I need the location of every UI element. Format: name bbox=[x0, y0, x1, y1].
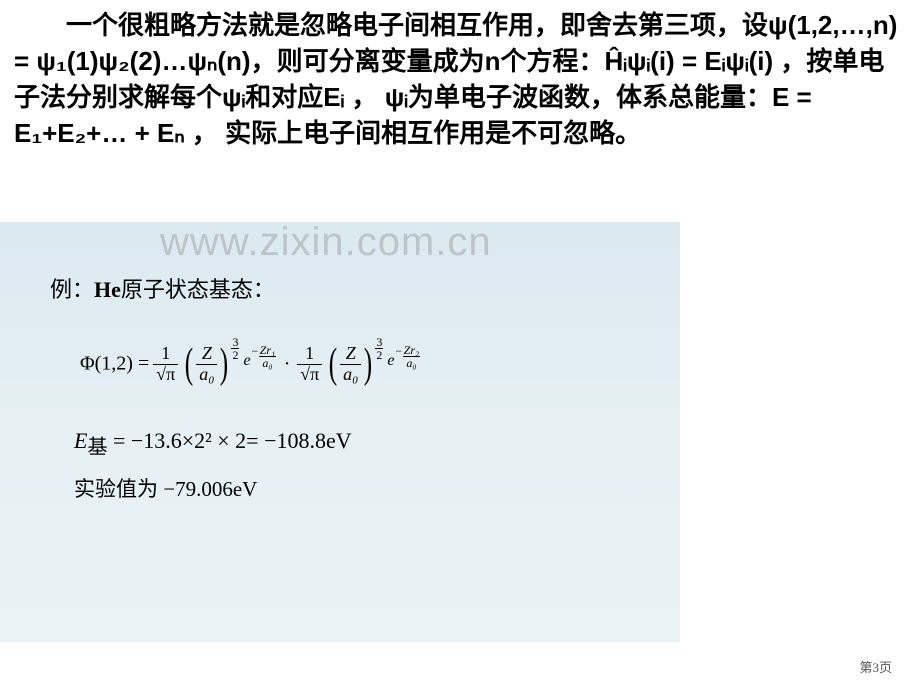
rparen-2: ) bbox=[364, 340, 372, 388]
energy-line: E基 = −13.6×2² × 2= −108.8eV bbox=[74, 428, 650, 459]
example-panel: 例：He原子状态基态： Φ(1,2) = 1 √π ( Z a₀ )32 e−Z… bbox=[0, 222, 680, 642]
rparen-1: ) bbox=[220, 340, 228, 388]
he-symbol: He bbox=[94, 277, 121, 302]
lparen-1: ( bbox=[185, 340, 193, 388]
exp-text: 实验值为 bbox=[74, 477, 163, 501]
frac-1-sqrtpi-2: 1 √π bbox=[297, 344, 322, 385]
frac-z-a0-2: Z a₀ bbox=[340, 344, 361, 385]
frac-num: Z bbox=[340, 344, 361, 364]
example-prefix: 例： bbox=[50, 277, 94, 302]
frac-1-sqrtpi-1: 1 √π bbox=[153, 344, 178, 385]
frac-den: a₀ bbox=[196, 364, 217, 385]
E-value: = −13.6×2² × 2= −108.8eV bbox=[107, 428, 351, 453]
pow-3-2-2: 32 bbox=[375, 336, 383, 361]
frac-num: Z bbox=[196, 344, 217, 364]
exp-val: −79.006eV bbox=[163, 477, 257, 501]
exp-1: e−Zr₁a₀ bbox=[243, 352, 276, 377]
frac-num: 1 bbox=[297, 344, 322, 364]
top-paragraph: 一个很粗略方法就是忽略电子间相互作用，即舍去第三项，设ψ(1,2,…,n) = … bbox=[0, 0, 920, 152]
exp-2: e−Zr₂a₀ bbox=[387, 352, 420, 377]
frac-den: √π bbox=[153, 364, 178, 385]
e-symbol: e bbox=[387, 352, 394, 369]
pow-3-2-1: 32 bbox=[231, 336, 239, 361]
E-sub: 基 bbox=[87, 436, 107, 458]
frac-num: 1 bbox=[153, 344, 178, 364]
dot-sep: · bbox=[284, 353, 289, 375]
E-symbol: E bbox=[74, 428, 87, 453]
frac-den: a₀ bbox=[340, 364, 361, 385]
lparen-2: ( bbox=[329, 340, 337, 388]
experiment-line: 实验值为 −79.006eV bbox=[74, 473, 650, 503]
frac-den: √π bbox=[297, 364, 322, 385]
example-heading: 例：He原子状态基态： bbox=[50, 272, 650, 304]
phi-label: Φ(1,2) = bbox=[80, 353, 149, 375]
wavefunction-formula: Φ(1,2) = 1 √π ( Z a₀ )32 e−Zr₁a₀ · 1 √π … bbox=[80, 340, 650, 388]
page-number: 第3页 bbox=[859, 657, 892, 676]
example-rest: 原子状态基态： bbox=[121, 277, 275, 302]
e-symbol: e bbox=[243, 352, 250, 369]
frac-z-a0-1: Z a₀ bbox=[196, 344, 217, 385]
